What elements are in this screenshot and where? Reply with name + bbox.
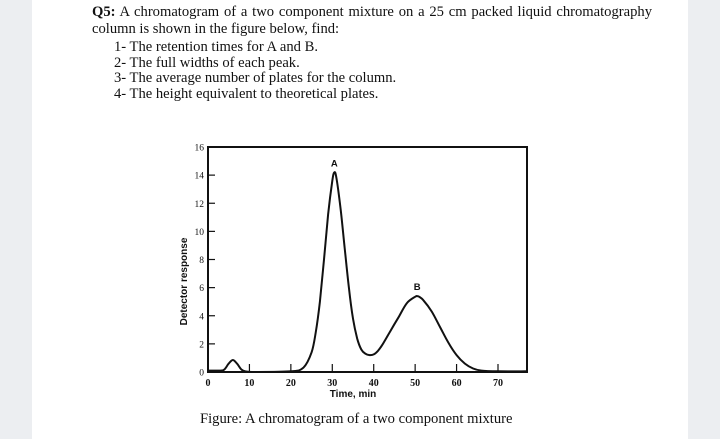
x-axis-label: Time, min (330, 389, 377, 400)
peak-label-b: B (414, 282, 421, 293)
question-item: 4- The height equivalent to theoretical … (114, 85, 379, 102)
x-tick-label: 0 (206, 378, 211, 389)
question-body: A chromatogram of a two component mixtur… (92, 4, 653, 37)
document-page: Q5: A chromatogram of a two component mi… (32, 0, 688, 439)
question-item: 3- The average number of plates for the … (114, 70, 397, 86)
figure-caption: Figure: A chromatogram of a two componen… (200, 411, 513, 427)
question-item: 1- The retention times for A and B. (114, 39, 319, 55)
y-tick-label: 0 (199, 369, 204, 379)
y-tick-label: 2 (199, 340, 204, 350)
x-tick-label: 60 (452, 378, 462, 389)
y-tick-label: 4 (199, 312, 204, 322)
y-axis-label: Detector response (179, 237, 190, 325)
x-tick-label: 10 (244, 378, 254, 389)
question-item: 2- The full widths of each peak. (114, 54, 300, 71)
chromatogram-chart: 0 2 4 6 8 10 12 14 16 0 10 20 30 40 50 60 70 Time, min Det… (179, 144, 528, 400)
y-tick-label: 10 (195, 228, 205, 238)
chromatogram-trace (207, 171, 528, 374)
question-text: Q5: A chromatogram of a two component mi… (92, 4, 652, 38)
x-tick-label: 70 (493, 378, 503, 389)
x-tick-label: 50 (410, 378, 420, 389)
question-number: Q5: (92, 4, 116, 20)
plot-frame (207, 146, 528, 373)
x-tick-label: 40 (369, 378, 379, 389)
peak-label-a: A (331, 158, 338, 169)
question-items: 1- The retention times for A and B. 2- T… (114, 39, 397, 102)
y-tick-label: 6 (199, 284, 204, 294)
x-tick-label: 30 (327, 378, 337, 389)
x-tick-label: 20 (286, 378, 296, 389)
y-tick-label: 14 (195, 172, 205, 182)
y-tick-label: 16 (195, 144, 205, 154)
y-tick-label: 8 (199, 256, 204, 266)
y-tick-label: 12 (195, 200, 205, 210)
